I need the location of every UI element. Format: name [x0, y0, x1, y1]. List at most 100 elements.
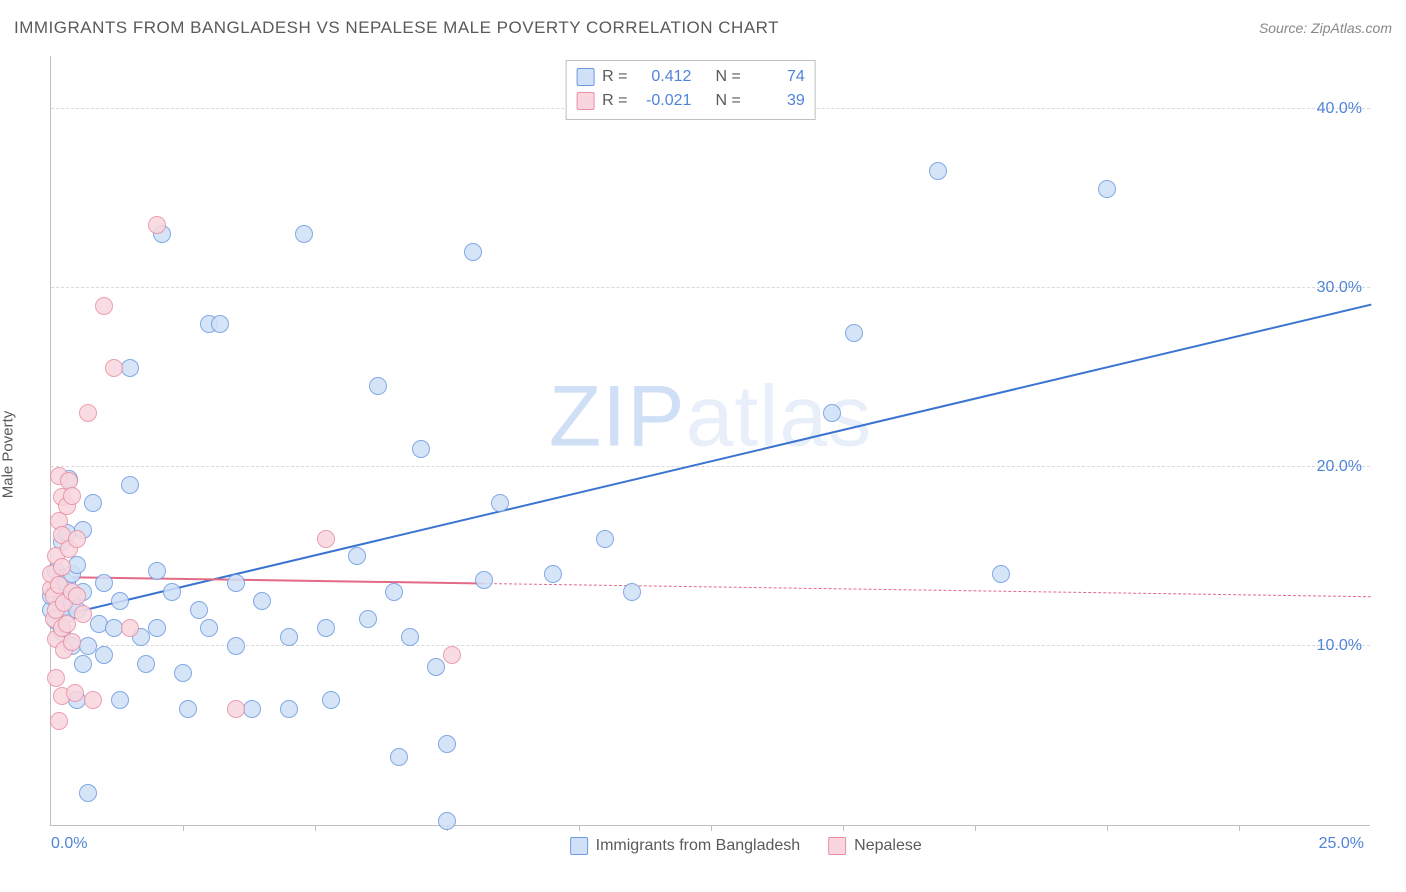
legend-item-a: Immigrants from Bangladesh [570, 837, 801, 855]
legend-stats-row-a: R = 0.412 N = 74 [576, 65, 805, 89]
swatch-series-a-icon [576, 68, 594, 86]
data-point [1098, 180, 1116, 198]
data-point [84, 691, 102, 709]
y-axis-label: Male Poverty [0, 411, 17, 499]
y-tick-label: 30.0% [1317, 279, 1362, 297]
data-point [227, 574, 245, 592]
data-point [58, 615, 76, 633]
data-point [369, 377, 387, 395]
data-point [438, 812, 456, 830]
x-tick [315, 825, 316, 831]
legend-label-a: Immigrants from Bangladesh [596, 837, 801, 855]
legend-label-b: Nepalese [854, 837, 922, 855]
data-point [74, 605, 92, 623]
data-point [63, 487, 81, 505]
source-label: Source: ZipAtlas.com [1259, 20, 1392, 36]
data-point [322, 691, 340, 709]
data-point [84, 494, 102, 512]
data-point [163, 583, 181, 601]
n-value-a: 74 [749, 65, 805, 89]
data-point [427, 658, 445, 676]
x-tick-min: 0.0% [51, 835, 87, 853]
data-point [105, 359, 123, 377]
x-tick [1239, 825, 1240, 831]
data-point [190, 601, 208, 619]
data-point [280, 628, 298, 646]
data-point [544, 565, 562, 583]
data-point [95, 574, 113, 592]
data-point [121, 619, 139, 637]
data-point [348, 547, 366, 565]
data-point [823, 404, 841, 422]
data-point [317, 530, 335, 548]
r-value-a: 0.412 [635, 65, 691, 89]
data-point [211, 315, 229, 333]
y-tick-label: 10.0% [1317, 637, 1362, 655]
data-point [121, 359, 139, 377]
data-point [53, 558, 71, 576]
data-point [992, 565, 1010, 583]
data-point [385, 583, 403, 601]
data-point [50, 712, 68, 730]
data-point [68, 587, 86, 605]
data-point [148, 619, 166, 637]
data-point [464, 243, 482, 261]
data-point [623, 583, 641, 601]
data-point [438, 735, 456, 753]
data-point [68, 530, 86, 548]
data-point [443, 646, 461, 664]
data-point [63, 633, 81, 651]
data-point [148, 216, 166, 234]
x-tick [711, 825, 712, 831]
data-point [929, 162, 947, 180]
data-point [845, 324, 863, 342]
data-point [121, 476, 139, 494]
data-point [179, 700, 197, 718]
trendline [51, 304, 1371, 619]
data-point [227, 700, 245, 718]
data-point [295, 225, 313, 243]
data-point [79, 404, 97, 422]
x-tick [183, 825, 184, 831]
legend-stats-row-b: R = -0.021 N = 39 [576, 89, 805, 113]
data-point [174, 664, 192, 682]
data-point [148, 562, 166, 580]
legend-stats-box: R = 0.412 N = 74 R = -0.021 N = 39 [565, 60, 816, 120]
x-tick [1107, 825, 1108, 831]
data-point [95, 297, 113, 315]
r-value-b: -0.021 [635, 89, 691, 113]
plot-area: ZIPatlas R = 0.412 N = 74 R = -0.021 N =… [50, 56, 1370, 826]
data-point [111, 592, 129, 610]
n-prefix: N = [715, 65, 740, 89]
n-prefix: N = [715, 89, 740, 113]
data-point [412, 440, 430, 458]
gridline [51, 466, 1370, 467]
swatch-series-a-icon [570, 837, 588, 855]
data-point [111, 691, 129, 709]
n-value-b: 39 [749, 89, 805, 113]
gridline [51, 645, 1370, 646]
data-point [74, 655, 92, 673]
data-point [596, 530, 614, 548]
swatch-series-b-icon [828, 837, 846, 855]
data-point [280, 700, 298, 718]
data-point [475, 571, 493, 589]
data-point [227, 637, 245, 655]
data-point [317, 619, 335, 637]
gridline [51, 287, 1370, 288]
chart-title: IMMIGRANTS FROM BANGLADESH VS NEPALESE M… [14, 18, 779, 38]
data-point [253, 592, 271, 610]
data-point [79, 784, 97, 802]
data-point [243, 700, 261, 718]
data-point [359, 610, 377, 628]
data-point [137, 655, 155, 673]
y-tick-label: 40.0% [1317, 100, 1362, 118]
trendline [51, 576, 484, 584]
data-point [200, 619, 218, 637]
legend-item-b: Nepalese [828, 837, 922, 855]
data-point [66, 684, 84, 702]
data-point [390, 748, 408, 766]
legend-bottom: Immigrants from Bangladesh Nepalese [570, 837, 922, 855]
watermark-atlas: atlas [686, 369, 873, 465]
r-prefix: R = [602, 89, 627, 113]
